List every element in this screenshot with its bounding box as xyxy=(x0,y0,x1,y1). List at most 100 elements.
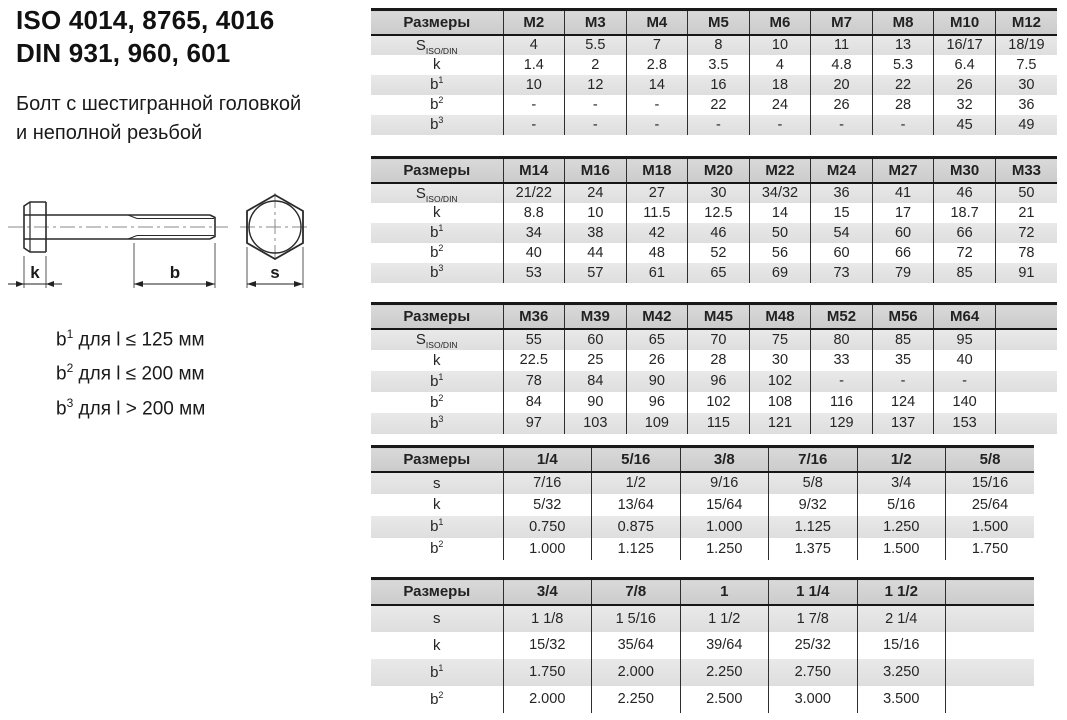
row-label-base: k xyxy=(433,56,441,73)
value-cell: 15/64 xyxy=(679,493,769,516)
size-header-cell: M20 xyxy=(687,157,750,184)
value-cell: 80 xyxy=(810,328,873,350)
size-header-cell: M39 xyxy=(564,303,627,330)
row-label-cell: b1 xyxy=(371,74,503,95)
value-cell: 10 xyxy=(502,74,565,95)
value-cell: 97 xyxy=(502,412,565,434)
row-label-cell: b2 xyxy=(371,242,503,263)
value-cell: 10 xyxy=(748,34,811,55)
size-header-cell: M24 xyxy=(810,157,873,184)
row-label-cell: b2 xyxy=(371,94,503,115)
size-header-cell: M33 xyxy=(994,157,1057,184)
header-row: Размеры M2 M3 M4 M5 M6 M7 M8 M10 M12 xyxy=(371,9,1057,36)
metric-table-m36-m64: Размеры M36 M39 M42 M45 M48 M52 M56 M64 SISO/DIN 5… xyxy=(371,302,1057,434)
row-label-cell: b2 xyxy=(371,391,503,413)
size-header-cell: 3/8 xyxy=(679,446,769,473)
value-cell: 0.875 xyxy=(591,515,680,538)
value-cell: 140 xyxy=(933,391,996,413)
header-row: Размеры 1/4 5/16 3/8 7/16 1/2 5/8 xyxy=(371,446,1034,473)
row-label-base: b xyxy=(430,244,439,261)
size-header-cell: M4 xyxy=(625,9,688,36)
value-cell: 4 xyxy=(502,34,565,55)
size-header-cell: M6 xyxy=(748,9,811,36)
data-row: b1 78 84 90 96 102- - - xyxy=(371,370,1057,392)
row-label-superscript: 1 xyxy=(438,371,444,382)
row-label-cell: s xyxy=(371,471,503,494)
size-header-cell: M56 xyxy=(871,303,934,330)
row-label-base: k xyxy=(433,636,441,654)
row-label-base: b xyxy=(430,690,439,708)
value-cell: 14 xyxy=(625,74,688,95)
row-label-base: s xyxy=(433,610,441,627)
value-cell: 36 xyxy=(810,182,873,203)
value-cell: 34/32 xyxy=(748,182,811,203)
size-header-cell: M2 xyxy=(502,9,565,36)
value-cell: 15/16 xyxy=(945,471,1034,494)
value-cell: 26 xyxy=(625,349,688,371)
value-cell: 30 xyxy=(994,74,1057,95)
row-label-cell: k xyxy=(371,631,503,659)
row-label-base: k xyxy=(433,204,441,221)
data-row: b1 10 12 14 16 18 20 22 26 30 xyxy=(371,74,1057,95)
note-b1-sup: 1 xyxy=(66,327,74,341)
value-cell: 39/64 xyxy=(679,631,769,659)
row-label-cell: SISO/DIN xyxy=(371,34,503,55)
value-cell: 21 xyxy=(994,202,1057,223)
value-cell xyxy=(945,685,1034,713)
row-label-cell: b3 xyxy=(371,114,503,135)
metric-table-m2-m12: Размеры M2 M3 M4 M5 M6 M7 M8 M10 M12 SISO/DIN 4 5.5 7… xyxy=(371,8,1057,135)
size-header-cell: M12 xyxy=(994,9,1057,36)
value-cell: 12 xyxy=(564,74,627,95)
row-label-cell: s xyxy=(371,604,503,632)
dimension-b-label: b xyxy=(170,263,180,282)
row-label-subscript: ISO/DIN xyxy=(425,193,458,203)
extension-lines xyxy=(23,243,304,288)
value-cell: 84 xyxy=(502,391,565,413)
data-row: SISO/DIN 21/22 24 27 30 34/32 36 41 46 50 xyxy=(371,182,1057,203)
value-cell: 4.8 xyxy=(810,54,873,75)
row-label-base: s xyxy=(433,474,441,492)
row-label-superscript: 1 xyxy=(438,223,444,233)
row-label-superscript: 2 xyxy=(438,539,444,549)
row-label-subscript: ISO/DIN xyxy=(425,340,458,350)
value-cell: 78 xyxy=(994,242,1057,263)
value-cell: 27 xyxy=(625,182,688,203)
row-label-base: k xyxy=(433,351,441,369)
value-cell: 22 xyxy=(871,74,934,95)
size-header-cell: M10 xyxy=(933,9,996,36)
value-cell: 20 xyxy=(810,74,873,95)
value-cell: 8 xyxy=(687,34,750,55)
size-header-cell: M22 xyxy=(748,157,811,184)
value-cell: 40 xyxy=(933,349,996,371)
row-label-superscript: 3 xyxy=(438,413,444,424)
note-b2-base: b xyxy=(56,363,67,385)
size-header-cell: 1 1/2 xyxy=(856,578,946,606)
value-cell: 1 7/8 xyxy=(768,604,857,632)
data-row: b2 2.000 2.250 2.500 3.000 3.500 xyxy=(371,685,1034,713)
value-cell: 35 xyxy=(871,349,934,371)
value-cell: 1.500 xyxy=(856,537,946,560)
size-header-cell: M8 xyxy=(871,9,934,36)
size-header-cell: 5/16 xyxy=(591,446,680,473)
value-cell: - xyxy=(748,114,811,135)
value-cell: 1.000 xyxy=(679,515,769,538)
iso-standard-title: ISO 4014, 8765, 4016 xyxy=(16,5,275,35)
note-b3-base: b xyxy=(56,397,67,419)
row-label-cell: b1 xyxy=(371,515,503,538)
data-row: b1 0.750 0.875 1.000 1.125 1.250 1.500 xyxy=(371,515,1034,538)
size-header-cell: 3/4 xyxy=(502,578,592,606)
row-label-cell: k xyxy=(371,493,503,516)
value-cell: 56 xyxy=(748,242,811,263)
value-cell: 102 xyxy=(748,370,811,392)
value-cell: 91 xyxy=(994,262,1057,283)
value-cell: 26 xyxy=(810,94,873,115)
value-cell: 115 xyxy=(687,412,750,434)
value-cell: 90 xyxy=(564,391,627,413)
value-cell: - xyxy=(564,114,627,135)
data-row: b2- - -22 24 26 28 32 36 xyxy=(371,94,1057,115)
row-label-cell: b3 xyxy=(371,412,503,434)
data-row: SISO/DIN 55 60 65 70 75 80 85 95 xyxy=(371,328,1057,350)
value-cell: 5.3 xyxy=(871,54,934,75)
value-cell: 30 xyxy=(748,349,811,371)
value-cell: 18.7 xyxy=(933,202,996,223)
